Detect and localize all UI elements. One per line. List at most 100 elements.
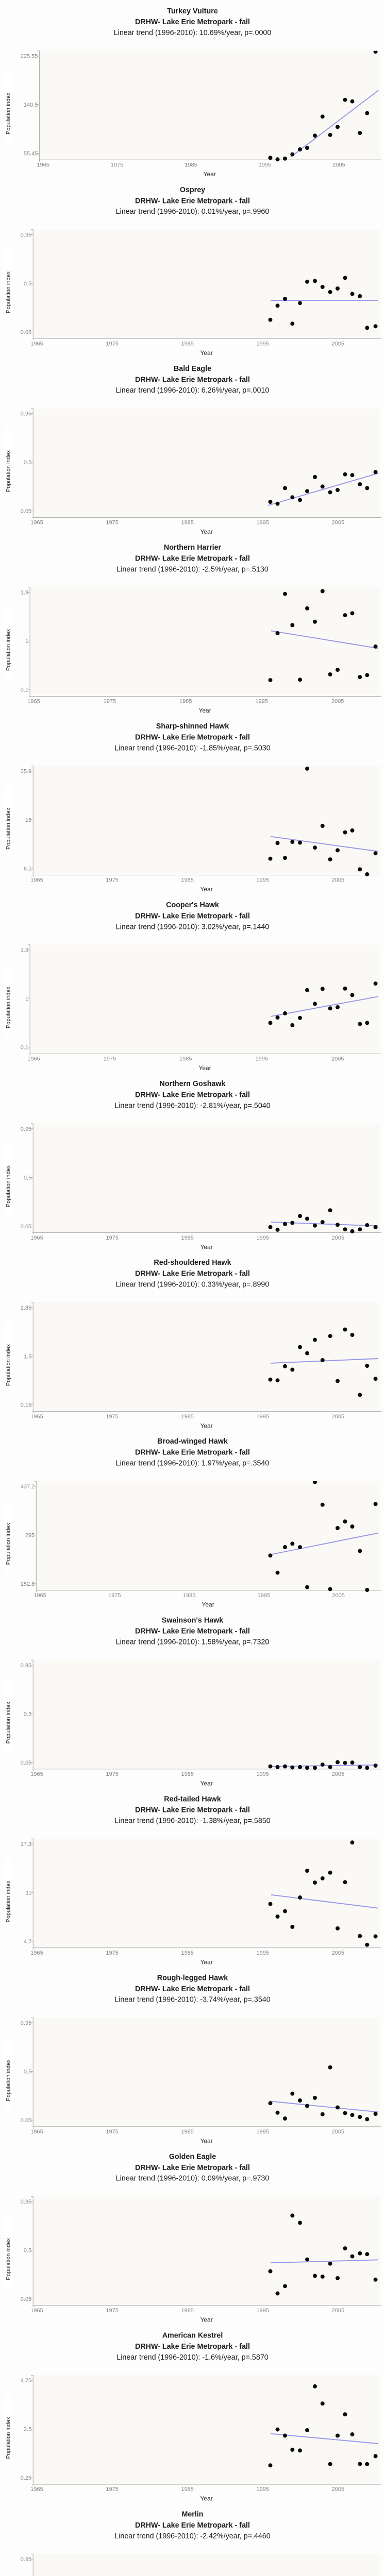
svg-text:2005: 2005 — [331, 1056, 344, 1062]
svg-text:DRHW- Lake Erie Metropark - fa: DRHW- Lake Erie Metropark - fall — [135, 1449, 250, 1457]
svg-text:0.05: 0.05 — [21, 2117, 31, 2124]
svg-text:2005: 2005 — [332, 1950, 344, 1956]
svg-text:Population index: Population index — [5, 986, 11, 1028]
svg-text:16: 16 — [25, 817, 31, 823]
svg-text:Linear trend (1996-2010): 10.6: Linear trend (1996-2010): 10.69%/year, p… — [114, 29, 272, 37]
svg-text:Golden Eagle: Golden Eagle — [169, 2153, 216, 2161]
svg-text:1965: 1965 — [30, 1950, 43, 1956]
svg-text:Osprey: Osprey — [180, 186, 205, 194]
svg-text:Year: Year — [200, 528, 212, 535]
svg-text:Year: Year — [200, 1780, 212, 1787]
svg-text:1965: 1965 — [30, 2129, 43, 2135]
svg-text:1985: 1985 — [181, 1771, 193, 1777]
svg-text:DRHW- Lake Erie Metropark - fa: DRHW- Lake Erie Metropark - fall — [135, 733, 250, 741]
svg-text:1975: 1975 — [106, 877, 118, 884]
svg-text:Linear trend (1996-2010): 0.09: Linear trend (1996-2010): 0.09%/year, p=… — [116, 2175, 270, 2183]
svg-text:1965: 1965 — [27, 1056, 40, 1062]
svg-text:Broad-winged Hawk: Broad-winged Hawk — [157, 1437, 228, 1446]
svg-text:Turkey Vulture: Turkey Vulture — [167, 7, 218, 15]
svg-text:295: 295 — [25, 1532, 35, 1538]
svg-text:1995: 1995 — [257, 341, 269, 347]
svg-text:4.75: 4.75 — [21, 2378, 31, 2384]
svg-text:0.95: 0.95 — [21, 232, 31, 239]
svg-text:Linear trend (1996-2010): 0.33: Linear trend (1996-2010): 0.33%/year, p=… — [116, 1280, 270, 1289]
svg-text:1: 1 — [25, 638, 28, 645]
svg-text:0.15: 0.15 — [21, 1402, 31, 1409]
svg-text:American Kestrel: American Kestrel — [162, 2332, 223, 2340]
svg-text:Linear trend (1996-2010): -1.6: Linear trend (1996-2010): -1.6%/year, p=… — [116, 2353, 269, 2362]
svg-text:1975: 1975 — [106, 341, 118, 347]
svg-text:1995: 1995 — [257, 2486, 269, 2493]
svg-text:2.85: 2.85 — [21, 1305, 31, 1311]
svg-text:2005: 2005 — [332, 1235, 344, 1241]
svg-text:Population index: Population index — [5, 2059, 11, 2102]
svg-text:Year: Year — [200, 1959, 212, 1966]
svg-text:Year: Year — [200, 2495, 212, 2502]
svg-text:Linear trend (1996-2010): 6.26: Linear trend (1996-2010): 6.26%/year, p=… — [116, 386, 270, 395]
svg-text:11: 11 — [26, 1890, 31, 1896]
svg-text:Bald Eagle: Bald Eagle — [174, 365, 211, 373]
svg-text:Linear trend (1996-2010): -2.5: Linear trend (1996-2010): -2.5%/year, p=… — [116, 565, 269, 573]
svg-text:1985: 1985 — [181, 1235, 193, 1241]
svg-text:0.5: 0.5 — [24, 281, 31, 287]
svg-text:0.05: 0.05 — [21, 1224, 31, 1230]
svg-text:2.5: 2.5 — [24, 2427, 31, 2433]
svg-text:1975: 1975 — [106, 1771, 118, 1777]
svg-text:Sharp-shinned Hawk: Sharp-shinned Hawk — [156, 722, 229, 731]
svg-text:2005: 2005 — [332, 2129, 344, 2135]
svg-text:1995: 1995 — [256, 699, 268, 705]
svg-text:0.5: 0.5 — [24, 1175, 31, 1181]
svg-text:Linear trend (1996-2010): 0.01: Linear trend (1996-2010): 0.01%/year, p=… — [116, 208, 270, 216]
svg-text:1985: 1985 — [179, 699, 192, 705]
svg-text:Cooper's Hawk: Cooper's Hawk — [166, 901, 219, 909]
svg-text:1975: 1975 — [106, 1950, 118, 1956]
svg-text:1965: 1965 — [30, 520, 43, 526]
svg-text:2005: 2005 — [332, 2308, 344, 2314]
svg-text:1985: 1985 — [181, 2308, 193, 2314]
svg-text:DRHW- Lake Erie Metropark - fa: DRHW- Lake Erie Metropark - fall — [135, 1628, 250, 1636]
svg-text:Year: Year — [204, 171, 216, 178]
svg-text:Northern Goshawk: Northern Goshawk — [160, 1080, 226, 1088]
svg-text:Population index: Population index — [5, 2417, 11, 2459]
svg-text:Linear trend (1996-2010): -2.8: Linear trend (1996-2010): -2.81%/year, p… — [114, 1101, 270, 1110]
svg-text:DRHW- Lake Erie Metropark - fa: DRHW- Lake Erie Metropark - fall — [135, 912, 250, 920]
svg-text:Linear trend (1996-2010): -1.8: Linear trend (1996-2010): -1.85%/year, p… — [114, 744, 270, 752]
svg-text:0.05: 0.05 — [21, 509, 31, 515]
svg-text:Year: Year — [200, 2316, 212, 2324]
svg-text:Population index: Population index — [5, 1702, 11, 1744]
svg-text:Population index: Population index — [5, 450, 11, 492]
svg-text:Population index: Population index — [5, 1344, 11, 1386]
svg-text:DRHW- Lake Erie Metropark - fa: DRHW- Lake Erie Metropark - fall — [135, 1270, 250, 1278]
svg-text:1965: 1965 — [27, 699, 40, 705]
svg-text:2005: 2005 — [332, 341, 344, 347]
svg-text:Linear trend (1996-2010): 1.58: Linear trend (1996-2010): 1.58%/year, p=… — [116, 1638, 270, 1647]
svg-text:0.1: 0.1 — [21, 1045, 28, 1051]
svg-text:0.5: 0.5 — [24, 1711, 31, 1718]
svg-text:Swainson's Hawk: Swainson's Hawk — [162, 1616, 223, 1624]
svg-text:Year: Year — [198, 1064, 211, 1072]
svg-text:1975: 1975 — [106, 2308, 118, 2314]
svg-text:Year: Year — [200, 886, 212, 893]
svg-text:1965: 1965 — [30, 1414, 43, 1420]
svg-text:1.9: 1.9 — [21, 590, 28, 596]
svg-text:2005: 2005 — [332, 520, 344, 526]
svg-text:0.5: 0.5 — [24, 2069, 31, 2075]
svg-text:1995: 1995 — [257, 520, 269, 526]
svg-text:437.2: 437.2 — [21, 1484, 35, 1490]
svg-text:Red-tailed Hawk: Red-tailed Hawk — [164, 1795, 221, 1803]
svg-text:Northern Harrier: Northern Harrier — [164, 544, 222, 552]
svg-text:1995: 1995 — [257, 1950, 269, 1956]
svg-text:0.95: 0.95 — [21, 1663, 31, 1669]
svg-text:1975: 1975 — [106, 1235, 118, 1241]
svg-text:DRHW- Lake Erie Metropark - fa: DRHW- Lake Erie Metropark - fall — [135, 2343, 250, 2351]
svg-text:0.95: 0.95 — [21, 411, 31, 417]
svg-text:1985: 1985 — [183, 1592, 195, 1599]
svg-text:1995: 1995 — [257, 1771, 269, 1777]
svg-text:Population index: Population index — [5, 1165, 11, 1207]
svg-text:0.1: 0.1 — [21, 687, 28, 693]
svg-text:DRHW- Lake Erie Metropark - fa: DRHW- Lake Erie Metropark - fall — [135, 197, 250, 205]
svg-text:1985: 1985 — [181, 1414, 193, 1420]
svg-text:1995: 1995 — [257, 1414, 269, 1420]
svg-text:2005: 2005 — [332, 1414, 344, 1420]
svg-text:152.8: 152.8 — [21, 1581, 35, 1587]
